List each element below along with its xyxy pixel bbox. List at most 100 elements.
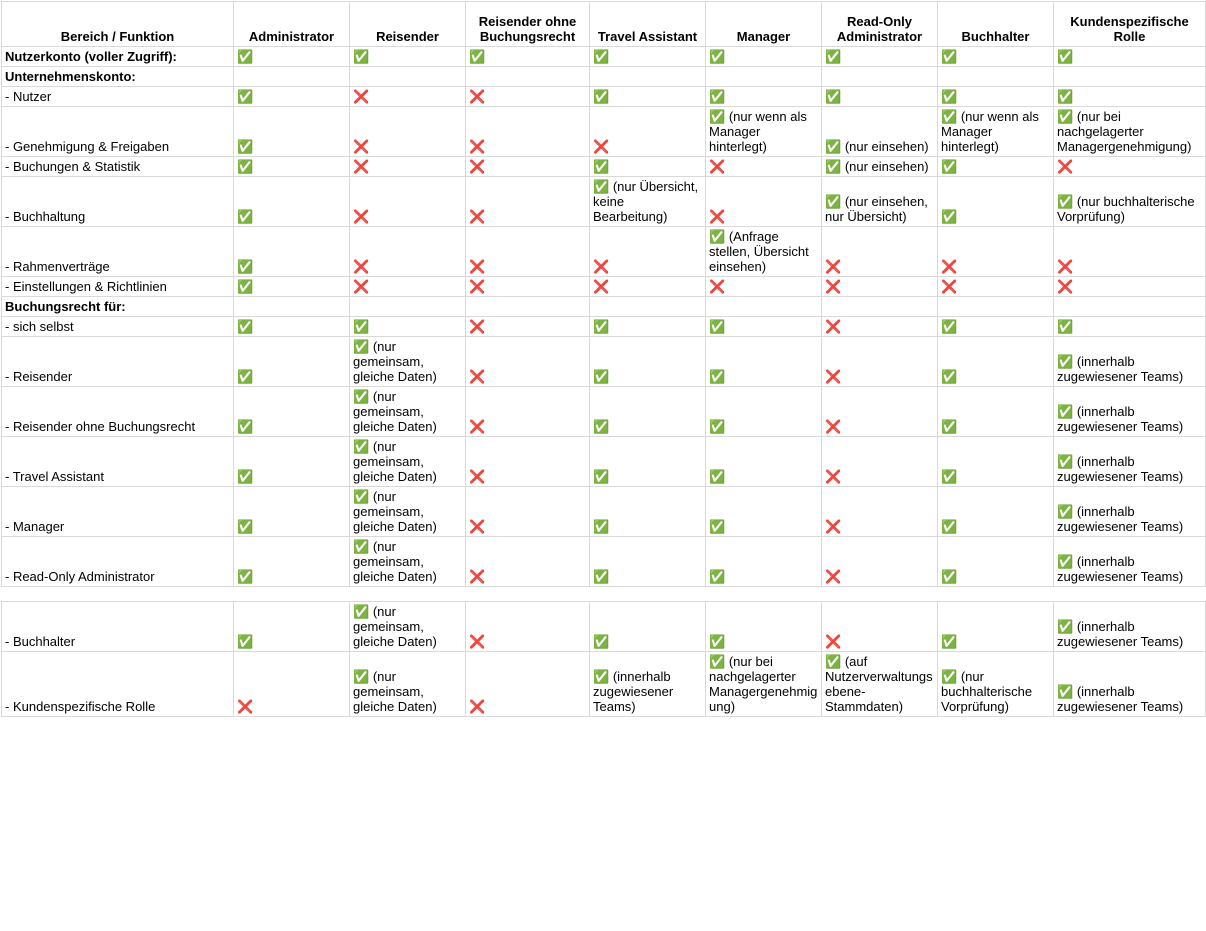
status-icon: ✅ <box>593 569 610 584</box>
permission-cell: ✅ (nur gemeinsam, gleiche Daten) <box>349 486 466 537</box>
permission-cell: ❌ <box>465 336 590 387</box>
permission-cell: ✅ (nur wenn als Manager hinterlegt) <box>937 106 1054 157</box>
note: (auf Nutzerverwaltungsebene-Stammdaten) <box>825 654 933 714</box>
status-icon: ✅ <box>353 669 370 684</box>
permission-cell: ✅ <box>233 276 350 297</box>
permission-cell: ✅ (innerhalb zugewiesener Teams) <box>1053 336 1206 387</box>
permission-cell: ❌ <box>821 336 938 387</box>
note: (nur bei nachgelagerter Managergenehmigu… <box>1057 109 1192 154</box>
permission-cell: ✅ (innerhalb zugewiesener Teams) <box>1053 436 1206 487</box>
permission-cell: ✅ <box>937 536 1054 587</box>
status-icon: ❌ <box>593 139 610 154</box>
status-icon: ✅ <box>709 569 726 584</box>
status-icon: ✅ <box>941 634 958 649</box>
note: (innerhalb zugewiesener Teams) <box>1057 454 1184 484</box>
permission-cell: ✅ <box>589 46 706 67</box>
header-row: Bereich / Funktion Administrator Reisender… <box>1 1 1206 47</box>
column-header: Manager <box>705 1 822 47</box>
permissions-table: Bereich / Funktion Administrator Reisender… <box>1 1 1206 717</box>
permission-cell <box>821 66 938 87</box>
permission-cell: ✅ <box>589 336 706 387</box>
permission-cell: ❌ <box>821 536 938 587</box>
permission-cell: ❌ <box>1053 226 1206 277</box>
status-icon: ❌ <box>941 259 958 274</box>
spacer-cell <box>1 586 1206 602</box>
permission-cell: ✅ <box>589 536 706 587</box>
note: (innerhalb zugewiesener Teams) <box>1057 504 1184 534</box>
status-icon: ✅ <box>237 634 254 649</box>
status-icon: ✅ <box>1057 454 1074 469</box>
permission-cell: ✅ (innerhalb zugewiesener Teams) <box>589 651 706 717</box>
permission-cell: ✅ <box>937 601 1054 652</box>
status-icon: ❌ <box>941 279 958 294</box>
status-icon: ✅ <box>709 49 726 64</box>
note: (nur gemeinsam, gleiche Daten) <box>353 604 437 649</box>
table-body: Nutzerkonto (voller Zugriff): ✅ ✅ ✅ ✅ ✅ ✅ ✅ ✅ Unt… <box>1 46 1206 717</box>
status-icon: ✅ <box>825 49 842 64</box>
status-icon: ✅ <box>941 569 958 584</box>
permission-cell: ✅ <box>705 316 822 337</box>
status-icon: ❌ <box>1057 279 1074 294</box>
status-icon: ✅ <box>237 279 254 294</box>
status-icon: ✅ <box>353 489 370 504</box>
permission-cell: ✅ (innerhalb zugewiesener Teams) <box>1053 536 1206 587</box>
status-icon: ✅ <box>593 89 610 104</box>
permission-cell: ✅ <box>821 86 938 107</box>
status-icon: ❌ <box>1057 259 1074 274</box>
note: (nur einsehen, nur Übersicht) <box>825 194 928 224</box>
permission-cell: ✅ <box>705 386 822 437</box>
status-icon: ❌ <box>469 519 486 534</box>
note: (nur einsehen) <box>844 159 929 174</box>
permission-cell: ✅ <box>937 336 1054 387</box>
permission-cell: ❌ <box>937 276 1054 297</box>
status-icon: ✅ <box>1057 684 1074 699</box>
table-row: - sich selbst ✅ ✅ ❌ ✅ ✅ ❌ ✅ ✅ <box>1 316 1206 337</box>
permission-cell: ✅ (innerhalb zugewiesener Teams) <box>1053 651 1206 717</box>
status-icon: ✅ <box>1057 89 1074 104</box>
column-header: Travel Assistant <box>589 1 706 47</box>
permission-cell: ❌ <box>349 106 466 157</box>
permission-cell: ❌ <box>1053 276 1206 297</box>
row-label: - Genehmigung & Freigaben <box>1 106 234 157</box>
row-label: - Travel Assistant <box>1 436 234 487</box>
status-icon: ✅ <box>593 634 610 649</box>
permission-cell: ❌ <box>821 601 938 652</box>
permission-cell: ❌ <box>465 651 590 717</box>
permission-cell: ❌ <box>705 276 822 297</box>
status-icon: ✅ <box>353 604 370 619</box>
status-icon: ✅ <box>593 49 610 64</box>
column-header: Read-Only Administrator <box>821 1 938 47</box>
status-icon: ✅ <box>1057 354 1074 369</box>
status-icon: ✅ <box>237 469 254 484</box>
status-icon: ✅ <box>1057 319 1074 334</box>
permission-cell: ❌ <box>349 176 466 227</box>
permission-cell: ❌ <box>465 436 590 487</box>
permission-cell: ✅ <box>233 486 350 537</box>
status-icon: ✅ <box>237 49 254 64</box>
status-icon: ✅ <box>825 654 842 669</box>
status-icon: ❌ <box>593 279 610 294</box>
permission-cell <box>465 296 590 317</box>
status-icon: ✅ <box>709 654 726 669</box>
permission-cell: ❌ <box>465 386 590 437</box>
permission-cell: ✅ <box>705 336 822 387</box>
permission-cell: ✅ (Anfrage stellen, Übersicht einsehen) <box>705 226 822 277</box>
row-label: - Read-Only Administrator <box>1 536 234 587</box>
status-icon: ✅ <box>941 209 958 224</box>
permission-cell: ✅ (nur gemeinsam, gleiche Daten) <box>349 601 466 652</box>
status-icon: ✅ <box>941 419 958 434</box>
permission-cell: ✅ <box>233 86 350 107</box>
permission-cell: ✅ <box>589 316 706 337</box>
table-row: Nutzerkonto (voller Zugriff): ✅ ✅ ✅ ✅ ✅ ✅ ✅ ✅ <box>1 46 1206 67</box>
status-icon: ❌ <box>469 469 486 484</box>
note: (nur gemeinsam, gleiche Daten) <box>353 389 437 434</box>
permission-cell: ✅ <box>937 386 1054 437</box>
status-icon: ✅ <box>237 319 254 334</box>
note: (nur wenn als Manager hinterlegt) <box>941 109 1039 154</box>
table-row: - Reisender ✅ ✅ (nur gemeinsam, gleiche Da… <box>1 336 1206 387</box>
status-icon: ✅ <box>709 634 726 649</box>
status-icon: ❌ <box>825 469 842 484</box>
permission-cell: ✅ (nur buchhalterische Vorprüfung) <box>937 651 1054 717</box>
permission-cell: ❌ <box>349 156 466 177</box>
note: (nur wenn als Manager hinterlegt) <box>709 109 807 154</box>
